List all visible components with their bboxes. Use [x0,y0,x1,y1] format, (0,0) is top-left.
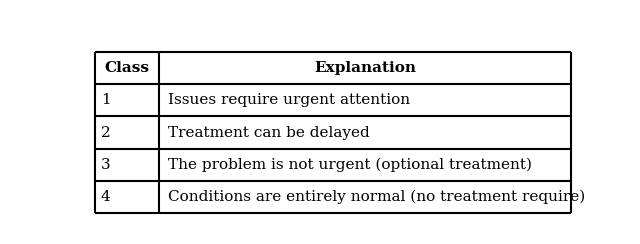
Text: 4: 4 [101,190,111,204]
Text: 1: 1 [101,93,111,107]
Text: 3: 3 [101,158,111,172]
Text: Issues require urgent attention: Issues require urgent attention [168,93,410,107]
Text: Class: Class [104,61,150,75]
Text: The problem is not urgent (optional treatment): The problem is not urgent (optional trea… [168,158,532,172]
Text: 2: 2 [101,126,111,140]
Text: Explanation: Explanation [314,61,416,75]
Text: Treatment can be delayed: Treatment can be delayed [168,126,370,140]
Text: Conditions are entirely normal (no treatment require): Conditions are entirely normal (no treat… [168,190,586,204]
